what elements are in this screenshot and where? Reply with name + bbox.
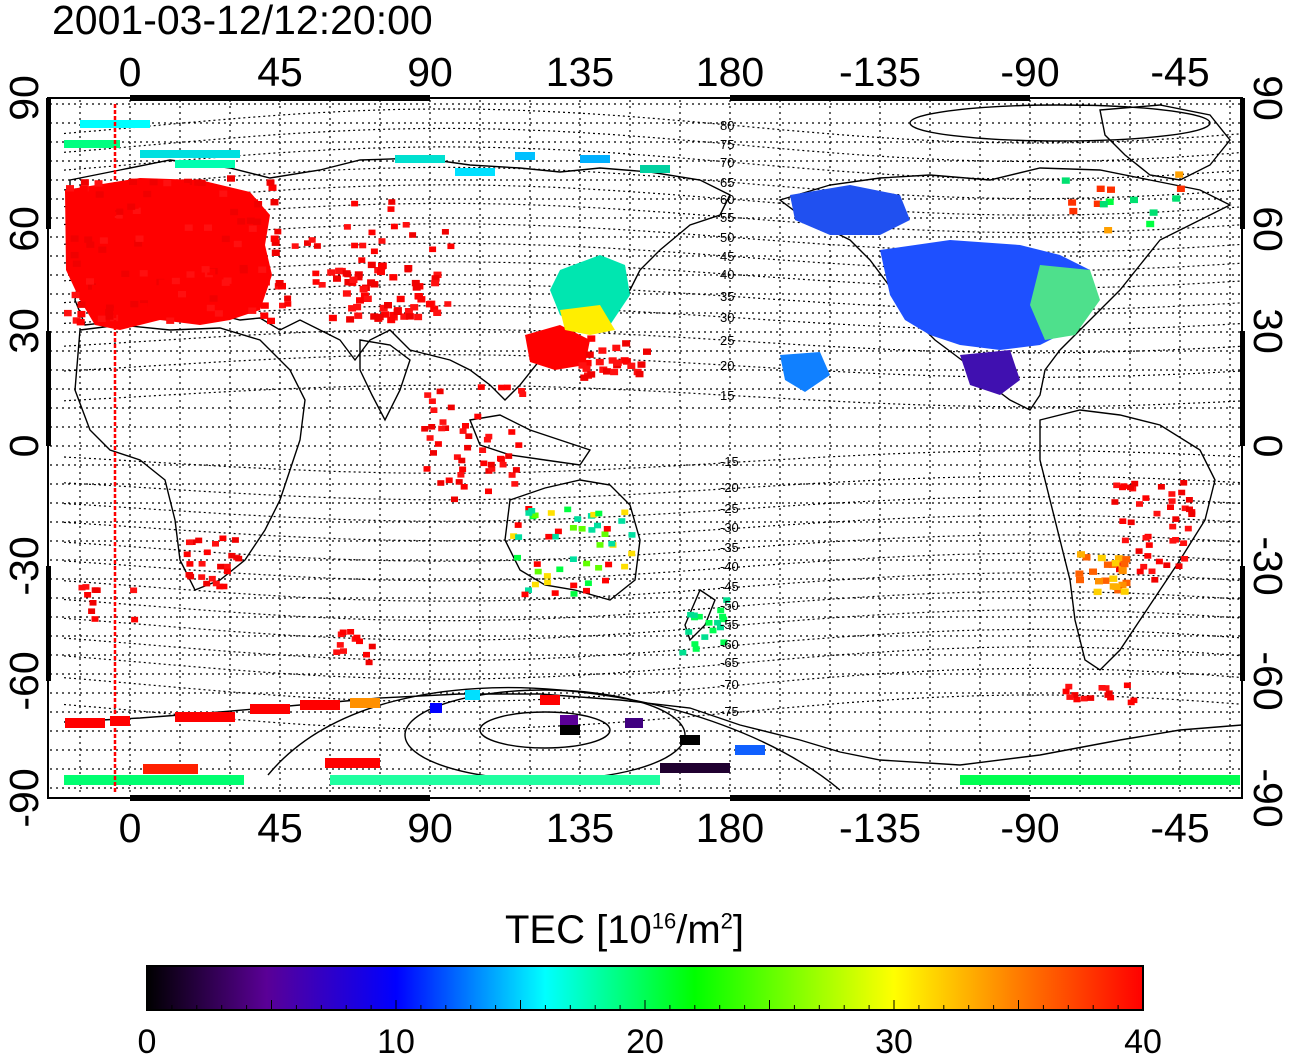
lat-tick-label-left: -90 (1, 768, 47, 827)
mlat-label: -50 (720, 598, 739, 613)
lat-tick-label-left: -60 (1, 651, 47, 710)
mlat-label: -40 (720, 559, 739, 574)
lat-tick-label-right: 60 (1245, 206, 1291, 252)
lon-tick-label-bottom: -90 (1000, 805, 1059, 851)
mlat-label: 55 (720, 210, 734, 225)
left-lat-labels: 90 60 30 0 -30 -60 -90 (1, 75, 47, 827)
colorbar-title: TEC [1016/m2] (505, 906, 744, 954)
lon-tick-label-bottom: 135 (546, 805, 614, 851)
lon-tick-label-top: 90 (407, 49, 453, 95)
colorbar-title-exponent: 16 (651, 908, 677, 934)
lat-tick-label-left: -30 (1, 536, 47, 595)
bottom-lon-labels: 0 45 90 135 180 -135 -90 -45 (119, 805, 1210, 851)
frame-tick-bars (46, 95, 1245, 801)
lon-tick-label-top: 45 (257, 49, 303, 95)
lon-tick-label-bottom: 45 (257, 805, 303, 851)
colorbar-tick-label: 30 (875, 1023, 913, 1057)
mlat-label: 15 (720, 388, 734, 403)
mlat-label: -70 (720, 677, 739, 692)
lat-tick-label-right: 90 (1245, 75, 1291, 121)
lon-tick-label-bottom: 180 (696, 805, 764, 851)
right-lat-labels: 90 60 30 0 -30 -60 -90 (1245, 75, 1291, 827)
mlat-label: -65 (720, 655, 739, 670)
mlat-label: 45 (720, 249, 734, 264)
mlat-label: 50 (720, 230, 734, 245)
mlat-label: -20 (720, 480, 739, 495)
lon-tick-label-top: 135 (546, 49, 614, 95)
mlat-label: 60 (720, 192, 734, 207)
mlat-label: 35 (720, 289, 734, 304)
mlat-label: 20 (720, 358, 734, 373)
mlat-label: 25 (720, 333, 734, 348)
mlat-label: 70 (720, 155, 734, 170)
mlat-label: -30 (720, 520, 739, 535)
colorbar-tick-label: 0 (138, 1023, 157, 1057)
lat-tick-label-left: 90 (1, 75, 47, 121)
lat-tick-label-right: 0 (1245, 435, 1291, 458)
colorbar-tick-label: 40 (1124, 1023, 1162, 1057)
mlat-labels: 80 75 70 65 60 55 50 45 40 35 30 25 20 15 -15 -20 -25 -30… (720, 118, 739, 719)
lat-tick-label-right: -90 (1245, 768, 1291, 827)
mlat-label: -25 (720, 501, 739, 516)
lon-tick-label-bottom: 0 (119, 805, 142, 851)
mlat-label: 80 (720, 118, 734, 133)
lon-tick-label-bottom: -135 (839, 805, 921, 851)
lon-tick-label-top: -135 (839, 49, 921, 95)
lon-tick-label-top: -90 (1000, 49, 1059, 95)
mlat-label: 75 (720, 137, 734, 152)
lat-tick-label-right: -30 (1245, 536, 1291, 595)
lon-tick-label-top: -45 (1150, 49, 1209, 95)
colorbar-title-unit-exponent: 2 (720, 908, 733, 934)
tec-observations (64, 120, 1240, 785)
mlat-label: 40 (720, 267, 734, 282)
top-lon-labels: 0 45 90 135 180 -135 -90 -45 (119, 49, 1210, 95)
mlat-label: 65 (720, 175, 734, 190)
lat-tick-label-right: -60 (1245, 651, 1291, 710)
lat-tick-label-right: 30 (1245, 308, 1291, 354)
colorbar-tick-label: 10 (377, 1023, 415, 1057)
map-frame (47, 97, 1243, 799)
colorbar-tick-label: 20 (626, 1023, 664, 1057)
map-title: 2001-03-12/12:20:00 (52, 0, 433, 43)
lon-tick-label-bottom: 90 (407, 805, 453, 851)
mlat-label: -60 (720, 637, 739, 652)
lat-tick-label-left: 30 (1, 308, 47, 354)
mlat-label: 30 (720, 310, 734, 325)
lat-tick-label-left: 60 (1, 206, 47, 252)
colorbar-ticks: 0 10 20 30 40 (138, 1000, 1162, 1057)
mlat-label: -55 (720, 617, 739, 632)
mlat-label: -45 (720, 579, 739, 594)
mlat-label: -75 (720, 704, 739, 719)
colorbar-title-suffix: ] (732, 908, 745, 952)
lon-tick-label-top: 0 (119, 49, 142, 95)
lat-tick-label-left: 0 (1, 435, 47, 458)
map-grid (50, 100, 1240, 796)
lon-tick-label-bottom: -45 (1150, 805, 1209, 851)
lon-tick-label-top: 180 (696, 49, 764, 95)
mlat-label: -35 (720, 540, 739, 555)
colorbar-title-unit: /m (676, 908, 721, 952)
colorbar-title-prefix: TEC [10 (505, 908, 652, 952)
mlat-label: -15 (720, 454, 739, 469)
